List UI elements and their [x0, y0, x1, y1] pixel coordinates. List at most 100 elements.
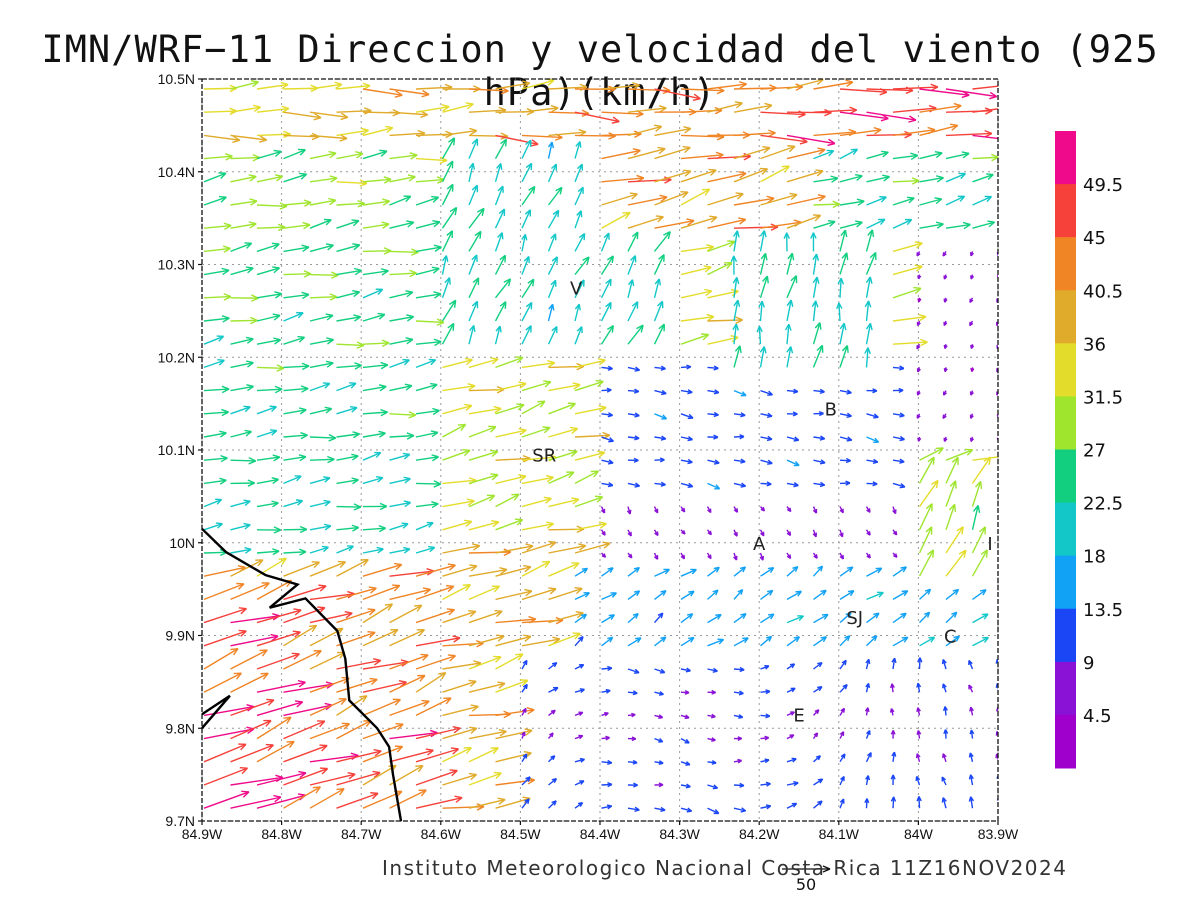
wind-vector [707, 638, 725, 647]
wind-vector [494, 138, 507, 159]
wind-vector [730, 255, 738, 275]
wind-vector [760, 689, 771, 695]
wind-vector [336, 289, 361, 299]
wind-vector [680, 265, 712, 276]
wind-vector [810, 232, 817, 252]
wind-vector [865, 658, 871, 670]
wind-vector [494, 301, 507, 322]
wind-vector [495, 493, 520, 508]
wind-vector [919, 123, 959, 137]
wind-vector [786, 802, 798, 809]
wind-vector [733, 482, 747, 488]
wind-vector [442, 127, 478, 137]
wind-vector [919, 150, 943, 160]
wind-vector [521, 380, 552, 392]
wind-vector [283, 199, 312, 207]
wind-vector [733, 666, 745, 673]
wind-vector [839, 252, 849, 275]
wind-vector [230, 672, 269, 693]
wind-vector [945, 195, 966, 206]
wind-vector [309, 698, 347, 717]
wind-vector [839, 659, 847, 670]
wind-vector [839, 683, 848, 693]
wind-vector [733, 458, 746, 464]
wind-vector [866, 635, 878, 647]
lon-tick-label: 84.3W [659, 826, 700, 842]
wind-vector [892, 338, 928, 347]
wind-vector [999, 101, 1039, 112]
wind-vector [389, 314, 415, 322]
wind-vector [494, 325, 502, 345]
wind-vector [574, 495, 604, 508]
wind-vector [653, 506, 659, 514]
wind-vector [945, 526, 964, 554]
wind-vector [733, 807, 747, 813]
wind-vector [203, 195, 227, 206]
wind-vector [495, 427, 527, 438]
wind-vector [309, 175, 338, 183]
wind-vector [601, 688, 611, 694]
wind-vector [574, 801, 584, 809]
wind-vector [812, 253, 820, 275]
wind-vector [494, 162, 503, 182]
wind-vector [786, 388, 799, 394]
wind-vector [891, 657, 897, 670]
wind-vector [441, 160, 454, 183]
wind-vector [812, 709, 820, 716]
wind-vector [866, 481, 878, 487]
wind-vector [999, 199, 1023, 205]
wind-vector [441, 137, 456, 159]
colorbar-label: 4.5 [1083, 706, 1112, 727]
wind-vector [839, 798, 845, 809]
wind-vector [813, 411, 824, 417]
wind-vector [813, 435, 826, 441]
wind-vector [389, 337, 414, 345]
wind-vector [283, 362, 310, 371]
wind-vector [866, 591, 884, 601]
colorbar-label: 36 [1083, 334, 1106, 355]
wind-vector [892, 435, 905, 442]
wind-vector [759, 346, 767, 368]
wind-vector [362, 88, 403, 98]
wind-vector [362, 546, 384, 554]
wind-vector [521, 139, 532, 159]
wind-vector [309, 610, 353, 624]
wind-vector [521, 426, 551, 438]
wind-vector [969, 413, 974, 419]
wind-vector [309, 337, 334, 345]
lon-tick-label: 84.6W [421, 826, 462, 842]
wind-vector [916, 682, 922, 693]
wind-vector [203, 222, 232, 230]
wind-vector [999, 504, 1012, 530]
wind-vector [336, 748, 382, 763]
colorbar-segment [1055, 502, 1076, 557]
wind-vector [574, 163, 584, 183]
wind-vector [917, 657, 923, 670]
wind-vector [865, 752, 872, 763]
wind-vector [521, 162, 533, 183]
wind-vector [707, 566, 720, 577]
lat-tick-label: 10.4N [158, 164, 195, 180]
wind-vector [892, 218, 913, 229]
wind-vector [547, 209, 560, 229]
wind-vector [813, 388, 825, 395]
colorbar-segment [1055, 343, 1076, 397]
wind-vector [521, 587, 557, 601]
wind-vector [759, 275, 769, 299]
wind-vector [362, 584, 401, 601]
wind-vector [256, 740, 295, 763]
wind-vector [892, 387, 904, 394]
wind-vector [389, 358, 410, 369]
wind-vector [336, 586, 377, 601]
wind-vector [654, 481, 666, 487]
wind-vector [547, 303, 555, 322]
wind-vector [283, 385, 309, 393]
wind-vector [918, 503, 933, 531]
footer-credit: Instituto Meteorologico Nacional Costa R… [382, 856, 1068, 880]
wind-vector [336, 219, 360, 229]
wind-vector [547, 256, 558, 275]
wind-vector [283, 499, 304, 508]
wind-vector [415, 104, 450, 113]
wind-vector [389, 699, 430, 717]
wind-vector [256, 291, 283, 299]
